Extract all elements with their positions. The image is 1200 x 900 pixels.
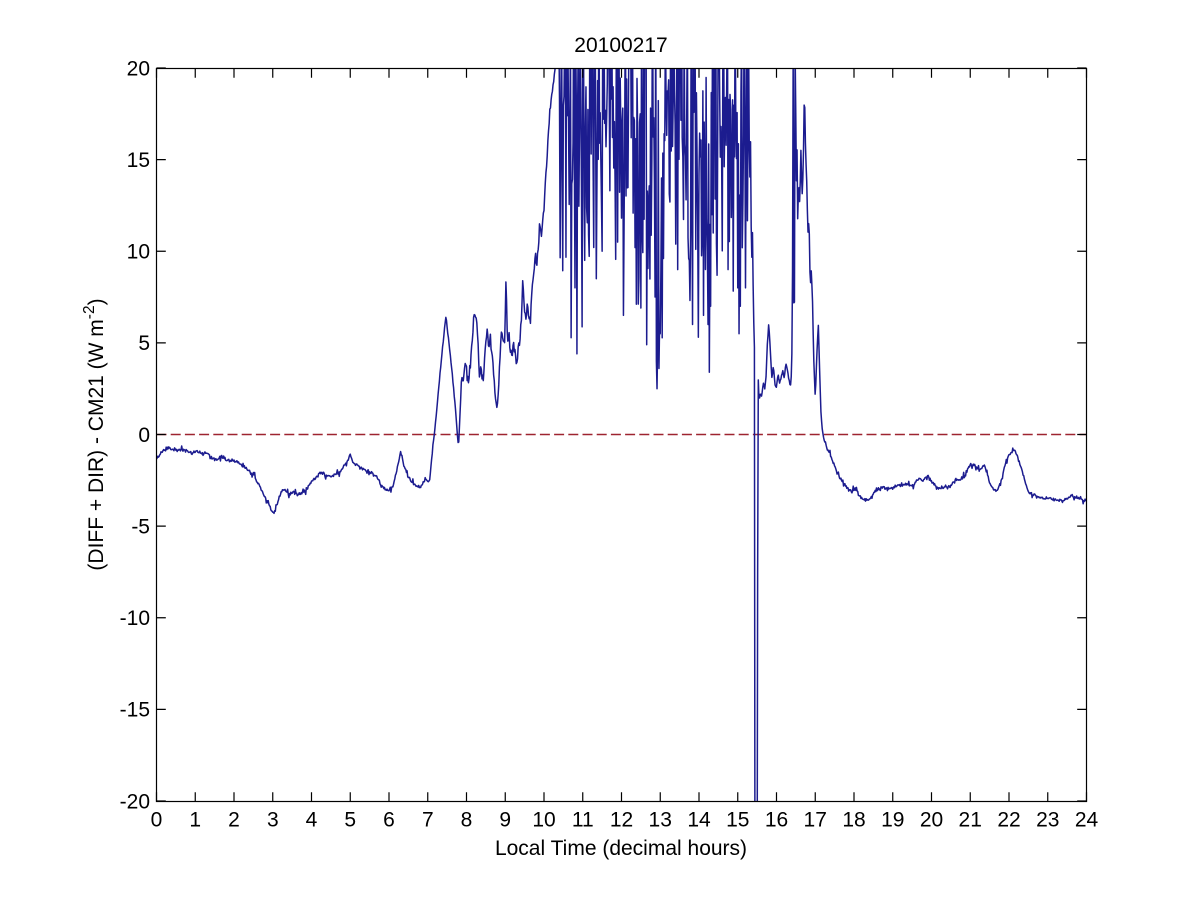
svg-text:2: 2 <box>228 809 240 832</box>
svg-text:18: 18 <box>842 809 865 832</box>
svg-text:6: 6 <box>383 809 395 832</box>
svg-text:23: 23 <box>1036 809 1059 832</box>
svg-text:20: 20 <box>920 809 943 832</box>
svg-text:21: 21 <box>959 809 982 832</box>
svg-text:24: 24 <box>1075 809 1099 832</box>
svg-text:20: 20 <box>127 57 150 80</box>
svg-text:16: 16 <box>765 809 788 832</box>
svg-text:0: 0 <box>138 424 150 447</box>
svg-text:1: 1 <box>189 809 201 832</box>
svg-text:11: 11 <box>572 809 594 832</box>
svg-text:Local Time (decimal hours): Local Time (decimal hours) <box>495 837 747 860</box>
svg-text:15: 15 <box>726 809 749 832</box>
svg-text:(DIFF + DIR) - CM21 (W m-2): (DIFF + DIR) - CM21 (W m-2) <box>81 298 108 570</box>
svg-text:9: 9 <box>499 809 511 832</box>
svg-text:4: 4 <box>306 809 318 832</box>
svg-text:8: 8 <box>461 809 473 832</box>
svg-text:10: 10 <box>532 809 555 832</box>
svg-text:5: 5 <box>344 809 356 832</box>
svg-text:10: 10 <box>127 241 150 264</box>
svg-text:17: 17 <box>804 809 827 832</box>
svg-text:-5: -5 <box>131 515 150 538</box>
svg-text:5: 5 <box>138 332 150 355</box>
svg-text:12: 12 <box>610 809 633 832</box>
svg-text:7: 7 <box>422 809 434 832</box>
svg-text:14: 14 <box>687 809 711 832</box>
svg-text:15: 15 <box>127 149 150 172</box>
svg-text:13: 13 <box>649 809 672 832</box>
svg-text:-10: -10 <box>120 607 150 630</box>
svg-text:22: 22 <box>997 809 1020 832</box>
svg-text:19: 19 <box>881 809 904 832</box>
svg-text:3: 3 <box>267 809 279 832</box>
svg-text:0: 0 <box>151 809 163 832</box>
svg-text:-20: -20 <box>120 790 150 813</box>
svg-text:-15: -15 <box>120 699 150 722</box>
svg-text:20100217: 20100217 <box>574 34 667 57</box>
